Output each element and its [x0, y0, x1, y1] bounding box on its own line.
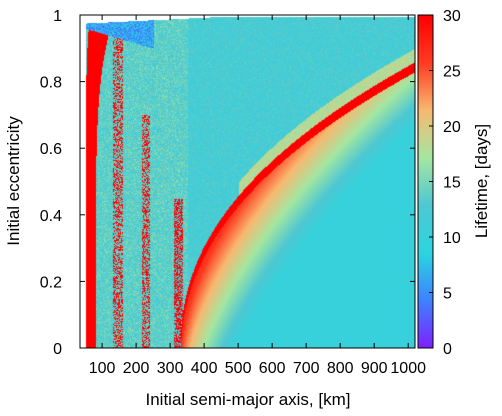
colorbar-tick-label: 15: [443, 175, 461, 192]
x-tick-label: 1000: [390, 360, 426, 377]
colorbar-tick-label: 0: [443, 341, 452, 358]
colorbar-tick-label: 30: [443, 8, 461, 25]
colorbar-ticks: 0 5 10 15 20 25 30: [429, 8, 461, 358]
y-tick-label: 0.2: [40, 274, 62, 291]
y-tick-label: 0.6: [40, 141, 62, 158]
x-axis-label: Initial semi-major axis, [km]: [146, 390, 351, 409]
plot-frame: [79, 14, 416, 349]
x-tick-label: 600: [259, 360, 286, 377]
x-tick-label: 400: [191, 360, 218, 377]
heatmap-area: [80, 15, 415, 348]
y-tick-label: 1: [53, 8, 62, 25]
x-tick-label: 700: [293, 360, 320, 377]
x-tick-label: 100: [89, 360, 116, 377]
x-tick-label: 300: [157, 360, 184, 377]
x-tick-label: 500: [225, 360, 252, 377]
y-tick-label: 0.4: [40, 208, 62, 225]
x-tick-label: 800: [327, 360, 354, 377]
colorbar-tick-label: 10: [443, 230, 461, 247]
y-axis-label: Initial eccentricity: [4, 116, 23, 246]
colorbar-label: Lifetime, [days]: [472, 124, 491, 238]
x-tick-label: 200: [123, 360, 150, 377]
y-tick-label: 0: [53, 341, 62, 358]
colorbar-tick-label: 5: [443, 286, 452, 303]
x-axis-ticks: 100 200 300 400 500 600 700 800 900 1000: [89, 15, 426, 377]
colorbar-tick-label: 20: [443, 119, 461, 136]
x-tick-label: 900: [361, 360, 388, 377]
colorbar-tick-label: 25: [443, 64, 461, 81]
y-tick-label: 0.8: [40, 75, 62, 92]
y-axis-ticks: 0 0.2 0.4 0.6 0.8 1: [40, 8, 415, 358]
